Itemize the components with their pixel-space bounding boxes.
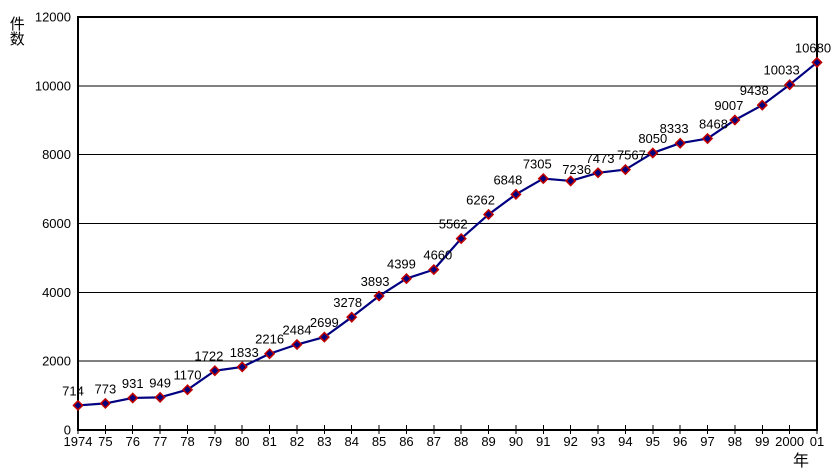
y-axis-tick-label: 4000 [42, 285, 71, 300]
data-point-label: 7473 [586, 151, 615, 166]
data-point-marker [318, 331, 330, 343]
data-point-marker [482, 208, 495, 221]
x-axis-tick-label: 80 [235, 434, 249, 449]
data-point-label: 10033 [764, 63, 800, 78]
x-axis-tick-label: 88 [454, 434, 468, 449]
data-series-line [76, 61, 819, 407]
data-point-label: 1722 [194, 349, 223, 364]
y-axis-tick-label: 8000 [42, 147, 71, 162]
data-point-label: 3893 [361, 274, 390, 289]
data-point-label: 949 [149, 375, 171, 390]
data-point-label: 7236 [562, 162, 591, 177]
x-axis-tick-label: 92 [563, 434, 577, 449]
data-point-marker [510, 188, 522, 200]
data-point-marker [729, 114, 741, 126]
data-point-label: 7567 [617, 148, 646, 163]
x-axis-tick-label: 87 [427, 434, 441, 449]
data-point-label: 10680 [795, 40, 831, 55]
data-point-marker [647, 147, 659, 159]
x-axis-tick-label: 85 [372, 434, 386, 449]
data-point-marker [592, 167, 604, 179]
plot-area-border [77, 16, 818, 431]
x-axis-tick-label: 77 [153, 434, 167, 449]
data-point-marker [236, 361, 248, 373]
x-axis-tick-label: 83 [317, 434, 331, 449]
data-point-marker [209, 365, 221, 377]
data-point-marker [99, 397, 112, 410]
data-point-label: 714 [62, 383, 84, 398]
data-point-marker [537, 172, 549, 185]
data-point-label: 2484 [283, 323, 312, 338]
y-axis-tick-label: 0 [64, 423, 71, 438]
x-axis-tick-label: 90 [509, 434, 523, 449]
data-point-marker [373, 290, 385, 302]
data-point-marker [701, 132, 714, 145]
data-point-label: 2216 [255, 332, 284, 347]
data-point-label: 4660 [423, 248, 452, 263]
data-point-label: 773 [95, 381, 117, 396]
data-point-label: 7305 [523, 157, 552, 172]
data-point-marker [811, 56, 823, 69]
data-point-label: 1170 [173, 368, 201, 383]
data-point-marker [674, 137, 686, 149]
data-point-label: 931 [122, 376, 144, 391]
data-point-marker [565, 175, 577, 187]
x-axis-tick-label: 91 [536, 434, 550, 449]
data-point-marker [619, 163, 632, 176]
data-point-marker [455, 232, 467, 245]
data-point-label: 6262 [466, 192, 495, 207]
data-point-marker [400, 272, 413, 285]
x-axis-tick-label: 75 [98, 434, 112, 449]
x-axis-tick-label: 95 [646, 434, 660, 449]
x-axis-tick-label: 98 [728, 434, 742, 449]
data-point-label: 8333 [660, 121, 689, 136]
data-point-label: 1833 [230, 345, 259, 360]
y-axis-tick-label: 2000 [42, 354, 71, 369]
x-axis-title: 年 [793, 453, 810, 470]
x-axis-tick-label: 96 [673, 434, 687, 449]
x-axis-tick-label: 86 [399, 434, 413, 449]
x-axis-tick-label: 84 [344, 434, 358, 449]
y-axis-tick-label: 6000 [42, 216, 71, 231]
data-point-marker [346, 311, 358, 323]
data-point-marker [291, 338, 303, 351]
data-point-marker [72, 399, 84, 412]
y-axis-title: 件数 [7, 16, 25, 46]
x-axis-tick-label: 81 [262, 434, 276, 449]
x-axis-tick-label: 1974 [64, 434, 93, 449]
data-point-label: 4399 [387, 257, 416, 272]
data-point-marker [154, 391, 166, 403]
data-point-marker [181, 384, 194, 396]
y-axis-tick-label: 12000 [35, 10, 71, 25]
x-axis-tick-label: 97 [700, 434, 714, 449]
data-point-label: 8050 [638, 131, 667, 146]
x-axis-tick-label: 76 [126, 434, 140, 449]
y-axis-tick-label: 10000 [35, 78, 71, 93]
data-point-marker [783, 79, 796, 91]
data-point-marker [428, 263, 440, 276]
data-point-label: 5562 [439, 217, 468, 232]
data-point-marker [756, 99, 768, 111]
data-point-label: 9438 [740, 83, 769, 98]
x-axis-tick-label: 01 [810, 434, 824, 449]
data-point-marker [127, 392, 139, 404]
x-axis-tick-label: 78 [180, 434, 194, 449]
data-point-label: 2699 [310, 315, 339, 330]
data-point-marker [263, 348, 276, 360]
data-point-label: 6848 [493, 172, 522, 187]
x-axis-tick-label: 82 [290, 434, 304, 449]
x-axis-tick-label: 94 [618, 434, 632, 449]
data-point-label: 9007 [714, 98, 743, 113]
x-axis-tick-label: 2000 [775, 434, 804, 449]
data-point-label: 3278 [333, 295, 362, 310]
data-point-label: 8468 [699, 117, 728, 132]
x-axis-tick-label: 79 [208, 434, 222, 449]
x-axis-tick-label: 93 [591, 434, 605, 449]
x-axis-tick-label: 89 [481, 434, 495, 449]
x-axis-tick-label: 99 [755, 434, 769, 449]
